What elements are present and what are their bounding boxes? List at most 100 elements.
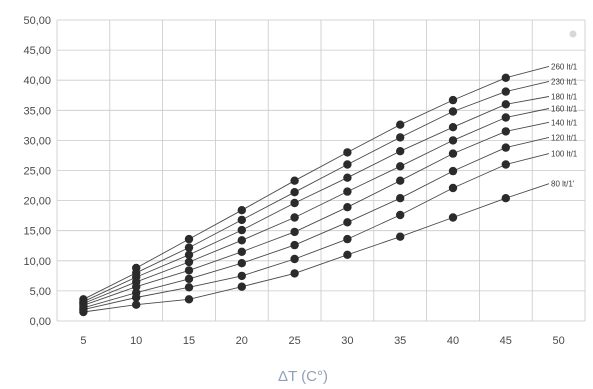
- corner-dot: [569, 30, 577, 38]
- data-point: [290, 269, 299, 278]
- data-point: [132, 300, 141, 309]
- y-tick-label: 50,00: [23, 15, 51, 27]
- y-tick-label: 5,00: [30, 286, 51, 298]
- data-point: [396, 194, 405, 203]
- series-label: 140 lt/1: [551, 118, 578, 127]
- series-line: [83, 96, 550, 303]
- x-tick-label: 35: [394, 335, 406, 347]
- data-point: [237, 247, 246, 256]
- data-point: [501, 73, 510, 83]
- series-labels: 260 lt/1 230 lt/1 180 lt/1 160 lt/1 140 lt/1…: [551, 62, 578, 188]
- series-label: 230 lt/1: [551, 77, 578, 86]
- x-tick-label: 25: [288, 335, 300, 347]
- x-tick-label: 10: [130, 335, 142, 347]
- y-tick-label: 45,00: [23, 45, 51, 57]
- x-tick-label: 50: [552, 335, 564, 347]
- y-tick-label: 35,00: [23, 105, 51, 117]
- data-point: [501, 194, 510, 203]
- data-point: [343, 160, 352, 169]
- data-point: [448, 95, 458, 105]
- data-point: [290, 188, 299, 197]
- data-point: [237, 271, 246, 281]
- data-point: [184, 274, 194, 284]
- grid: [56, 19, 586, 322]
- series-line: [83, 183, 550, 313]
- data-point: [132, 293, 141, 302]
- data-point: [184, 266, 194, 275]
- data-point: [184, 243, 194, 252]
- x-axis-label: ΔT (C°): [278, 368, 328, 385]
- series-line: [83, 108, 550, 304]
- y-tick-label: 30,00: [23, 135, 51, 147]
- data-point: [396, 232, 405, 241]
- data-point: [448, 166, 458, 176]
- y-tick-label: 20,00: [23, 196, 51, 208]
- series-group: [79, 65, 550, 317]
- x-tick-label: 20: [236, 335, 248, 347]
- data-point: [501, 143, 510, 152]
- data-point: [343, 218, 352, 227]
- data-point: [290, 198, 299, 208]
- series-label: 180 lt/1: [551, 93, 578, 102]
- data-point: [290, 176, 299, 185]
- series-label: 80 lt/1': [551, 180, 575, 189]
- data-point: [501, 100, 510, 109]
- series-label: 100 lt/1: [551, 150, 578, 159]
- data-point: [184, 234, 194, 244]
- data-point: [501, 87, 510, 96]
- data-point: [343, 173, 352, 182]
- data-point: [343, 203, 352, 212]
- data-point: [396, 176, 405, 185]
- data-point: [290, 227, 299, 237]
- data-point: [237, 282, 246, 291]
- data-point: [501, 160, 510, 169]
- data-point: [448, 136, 458, 145]
- data-point: [184, 257, 194, 267]
- series-label: 160 lt/1: [551, 105, 578, 114]
- x-tick-label: 40: [447, 335, 459, 347]
- data-point: [448, 183, 458, 193]
- data-point: [501, 127, 510, 136]
- series-label: 260 lt/1: [551, 62, 578, 71]
- data-point: [448, 107, 458, 116]
- data-point: [290, 240, 299, 250]
- series-line: [83, 153, 550, 311]
- series-line: [83, 80, 550, 300]
- y-tick-label: 10,00: [23, 256, 51, 268]
- series-line: [83, 136, 550, 309]
- data-point: [343, 250, 352, 259]
- x-tick-label: 30: [341, 335, 353, 347]
- x-tick-label: 45: [500, 335, 512, 347]
- data-point: [237, 236, 246, 245]
- data-point: [79, 307, 88, 317]
- data-point: [448, 213, 458, 222]
- x-tick-label: 15: [183, 335, 195, 347]
- data-point: [184, 283, 194, 292]
- data-point: [290, 254, 299, 264]
- data-point: [501, 113, 510, 122]
- y-tick-label: 25,00: [23, 166, 51, 178]
- x-tick-label: 5: [80, 335, 86, 347]
- series-label: 120 lt/1: [551, 133, 578, 142]
- data-point: [343, 187, 352, 196]
- data-point: [396, 120, 405, 129]
- data-point: [396, 162, 405, 171]
- data-point: [290, 213, 299, 222]
- data-point: [184, 250, 194, 259]
- data-point: [237, 225, 246, 235]
- data-point: [396, 147, 405, 156]
- data-point: [448, 149, 458, 158]
- data-point: [237, 215, 246, 225]
- data-point: [237, 259, 246, 268]
- data-point: [396, 133, 405, 142]
- y-tick-label: 40,00: [23, 75, 51, 87]
- y-tick-label: 0,00: [30, 316, 51, 328]
- y-tick-labels: 0,00 5,00 10,00 15,00 20,00 25,00 30,00 35,00 40…: [23, 15, 51, 328]
- x-tick-labels: 5 10 15 20 25 30 35 40 45 50: [80, 335, 564, 347]
- y-tick-label: 15,00: [23, 226, 51, 238]
- data-point: [343, 148, 352, 157]
- data-point: [448, 123, 458, 132]
- data-point: [132, 282, 141, 291]
- data-point: [343, 234, 352, 244]
